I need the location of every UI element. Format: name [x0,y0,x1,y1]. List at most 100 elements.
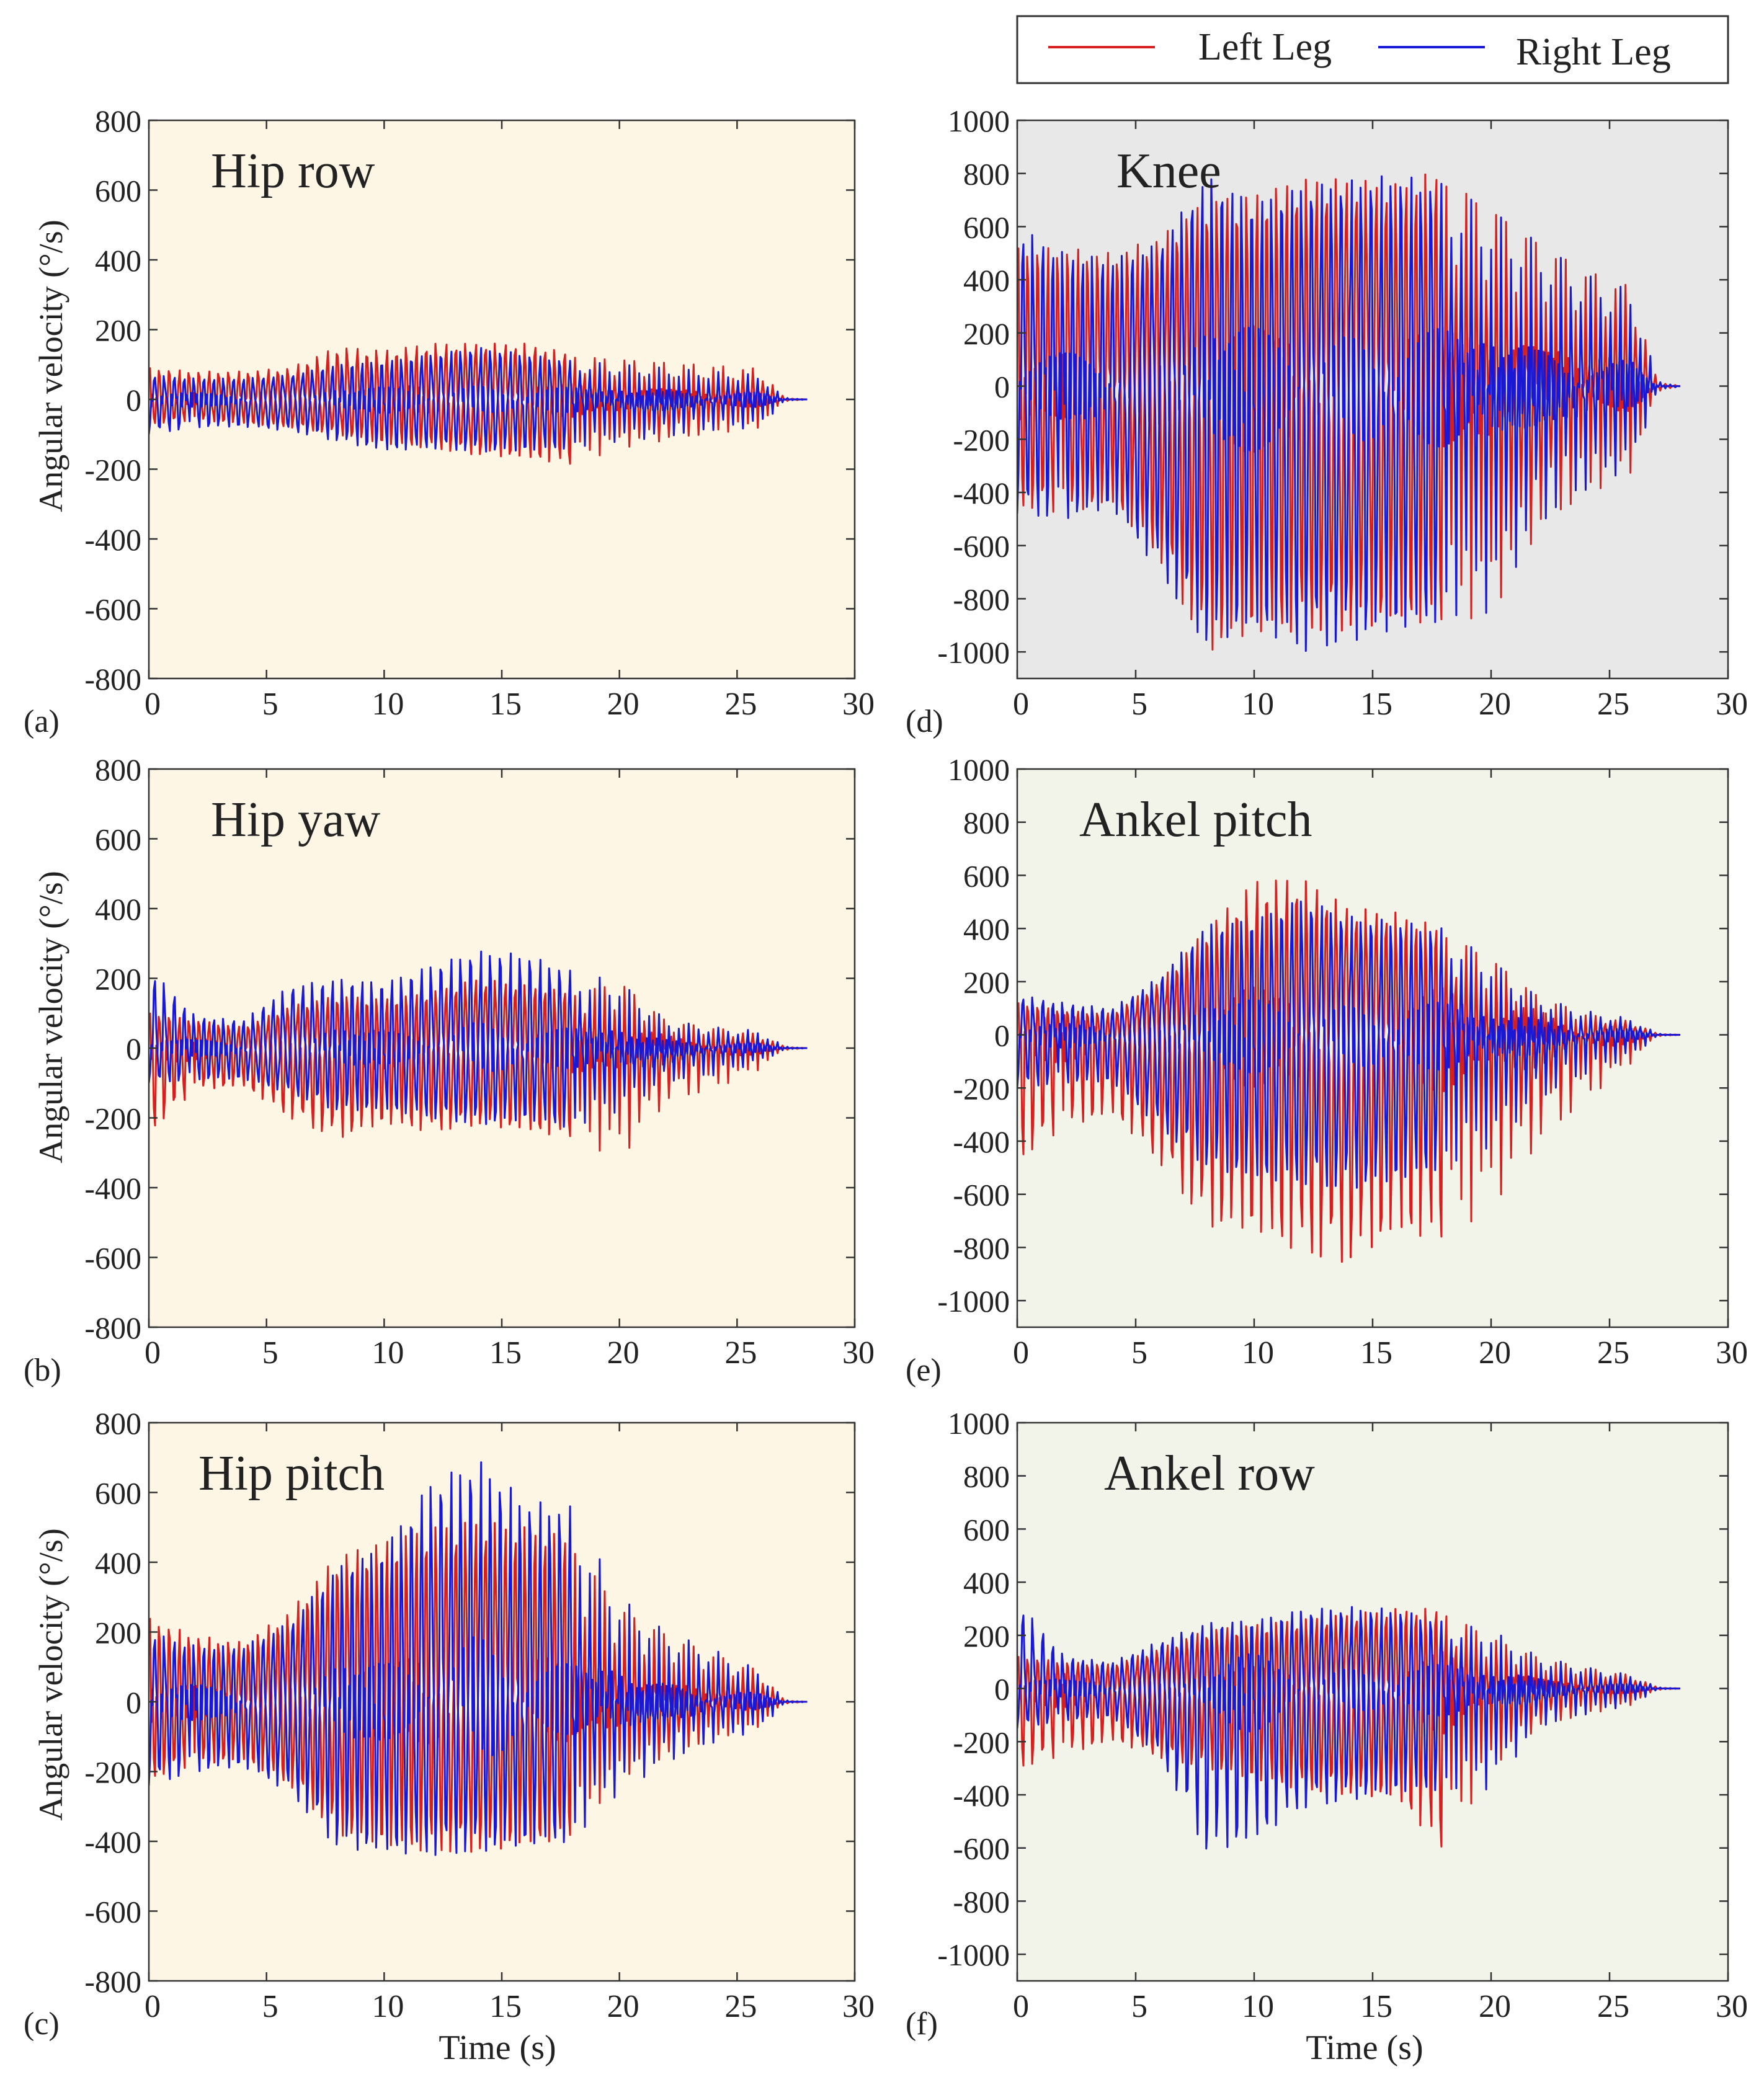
traces [149,342,808,465]
legend-box [1016,15,1729,84]
panel-label: (b) [24,1353,61,1388]
series-line-right-leg [1017,901,1680,1189]
y-tick-label: 600 [95,174,141,208]
x-tick-label: 5 [262,687,278,722]
x-tick-label: 20 [607,687,639,722]
y-tick-label: 1000 [948,1406,1010,1441]
x-tick-label: 5 [1131,1335,1147,1371]
y-tick-label: 0 [126,383,141,417]
y-axis-label-b: Angular velocity (°/s) [32,871,69,1163]
y-tick-label: -600 [84,1895,141,1929]
y-tick-label: -400 [953,1778,1010,1813]
x-tick-label: 20 [1479,1335,1511,1371]
y-tick-label: 600 [95,1476,141,1511]
x-tick-label: 30 [842,1989,875,2024]
x-tick-label: 20 [607,1335,639,1371]
y-tick-label: -1000 [937,1937,1010,1972]
x-tick-label: 30 [842,687,875,722]
x-tick-label: 15 [1360,687,1392,722]
traces [1017,1606,1680,1850]
traces [1017,879,1680,1263]
x-tick-label: 20 [607,1989,639,2024]
y-tick-label: -600 [84,1241,141,1276]
y-tick-label: -400 [84,1825,141,1859]
series-line-right-leg [1017,175,1681,652]
y-tick-label: 0 [994,1018,1010,1053]
y-tick-label: 200 [95,1616,141,1650]
x-tick-label: 15 [1360,1989,1392,2024]
panel-label: (e) [906,1353,942,1388]
y-tick-label: -800 [953,582,1010,616]
x-tick-label: 0 [1013,1989,1029,2024]
x-tick-label: 10 [372,1989,404,2024]
x-tick-label: 25 [1597,687,1629,722]
x-tick-label: 10 [1242,1335,1274,1371]
y-tick-label: -600 [953,1178,1010,1212]
series-line-right-leg [149,1461,808,1856]
y-tick-label: 200 [95,962,141,997]
legend-left-leg-label: Left Leg [1198,26,1332,68]
series-line-right-leg [149,950,808,1128]
y-tick-label: 200 [963,316,1010,351]
x-tick-label: 30 [842,1335,875,1371]
x-tick-label: 30 [1716,687,1748,722]
y-tick-label: 400 [95,243,141,278]
chart-hip-yaw: -800 -600 -400 -200 0 200 400 600 800 0 5 10 15 20 25 3… [24,752,875,1388]
y-tick-label: 800 [95,1406,141,1441]
panel-label: (d) [906,704,943,739]
y-tick-label: -800 [953,1884,1010,1919]
y-tick-label: 400 [95,1546,141,1580]
legend: Left Leg Right Leg [1016,15,1729,84]
y-tick-label: 800 [963,806,1010,840]
x-tick-label: 15 [489,687,522,722]
y-tick-label: -600 [953,1831,1010,1866]
x-axis-label-f: Time (s) [1306,2029,1423,2067]
y-tick-label: 200 [963,1619,1010,1653]
y-axis-label-c: Angular velocity (°/s) [32,1528,69,1820]
x-tick-label: 25 [724,1989,757,2024]
y-tick-label: 0 [994,1672,1010,1707]
y-tick-label: -1000 [937,635,1010,670]
chart-ankel-row: -1000 -800 -600 -400 -200 0 200 400 600 800 1000 0 5… [906,1406,1748,2042]
y-tick-label: -800 [84,662,141,696]
y-tick-label: 800 [95,104,141,138]
x-tick-label: 0 [1013,687,1029,722]
panel-label: (a) [24,704,60,739]
y-tick-label: 800 [963,157,1010,192]
y-axis-label-a: Angular velocity (°/s) [32,220,69,512]
panel-title: Ankel row [1104,1446,1315,1501]
x-tick-label: 10 [1242,687,1274,722]
y-tick-label: 600 [963,210,1010,244]
y-tick-label: -400 [953,1124,1010,1159]
y-tick-label: -400 [84,522,141,557]
y-tick-label: -800 [84,1964,141,1999]
x-tick-label: 25 [724,1335,757,1371]
traces [149,1461,808,1856]
y-tick-label: 0 [126,1031,141,1066]
chart-hip-pitch: -800 -600 -400 -200 0 200 400 600 800 0 5 10 15 20 25 3… [24,1406,875,2042]
x-tick-label: 30 [1716,1989,1748,2024]
y-tick-label: 0 [994,370,1010,404]
chart-knee: -1000 -800 -600 -400 -200 0 200 400 600 800 1000 0 5… [906,104,1748,739]
x-tick-label: 5 [1131,1989,1147,2024]
legend-right-leg-label: Right Leg [1516,31,1671,73]
traces [1017,173,1681,652]
y-tick-label: 200 [963,965,1010,1000]
x-tick-label: 5 [262,1989,278,2024]
panel-title: Hip pitch [198,1446,385,1501]
y-tick-label: 200 [95,313,141,348]
y-tick-label: -200 [953,1725,1010,1759]
y-tick-label: -400 [953,476,1010,510]
x-tick-label: 15 [489,1335,522,1371]
y-tick-label: 1000 [948,104,1010,138]
x-tick-label: 5 [262,1335,278,1371]
x-tick-label: 25 [1597,1989,1629,2024]
panel-label: (f) [906,2006,938,2042]
y-tick-label: -200 [953,422,1010,457]
x-tick-label: 0 [145,1335,161,1371]
x-axis-label-c: Time (s) [439,2029,556,2067]
x-tick-label: 30 [1716,1335,1748,1371]
panel-title: Hip yaw [211,793,381,847]
y-tick-label: -400 [84,1171,141,1206]
y-tick-label: -200 [84,453,141,487]
